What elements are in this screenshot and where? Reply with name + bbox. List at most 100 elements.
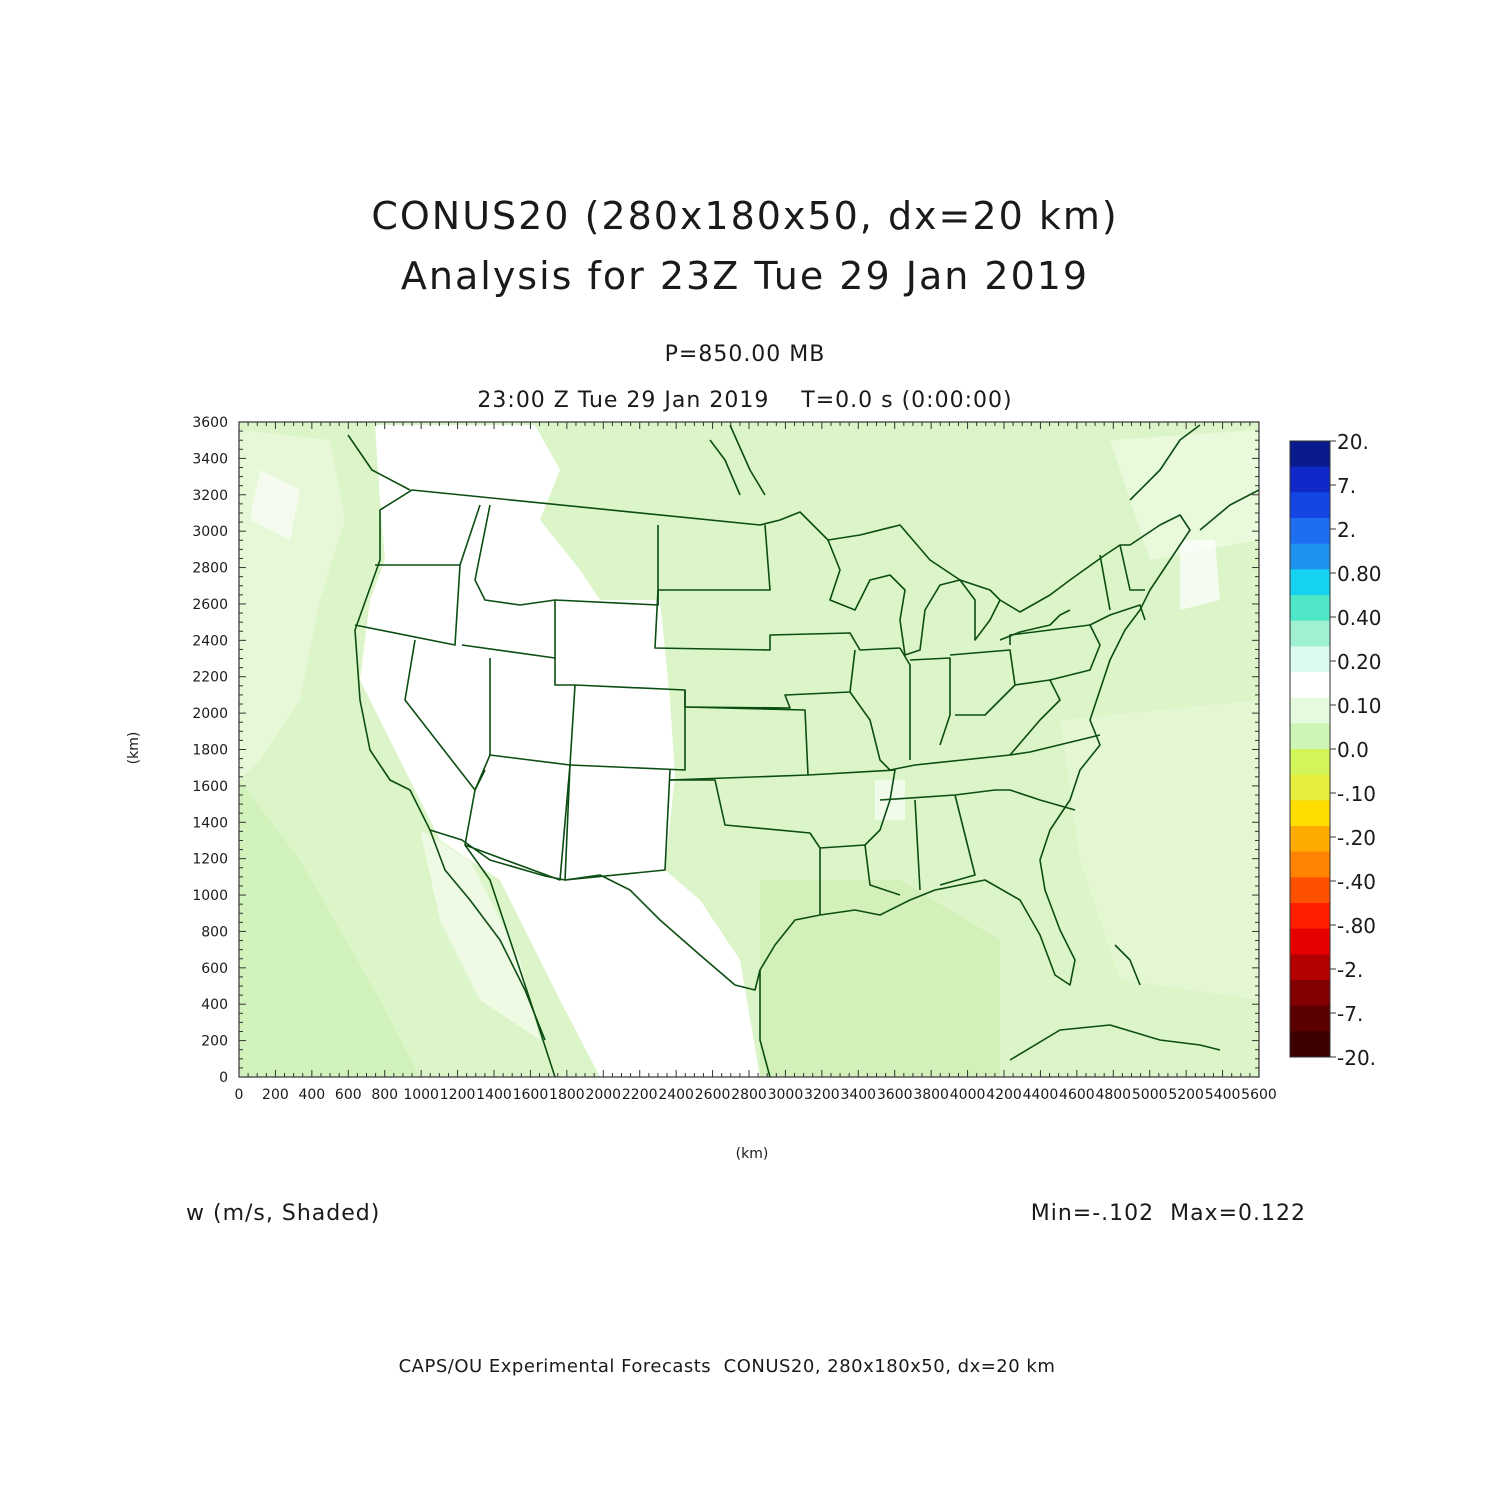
colorbar-swatch <box>1290 877 1330 904</box>
y-tick-label: 2000 <box>192 706 228 722</box>
y-tick-label: 2800 <box>192 561 228 577</box>
x-tick-label: 2400 <box>658 1087 694 1103</box>
x-tick-label: 5600 <box>1241 1087 1277 1103</box>
x-tick-label: 4200 <box>986 1087 1022 1103</box>
us-outline <box>354 489 1191 991</box>
x-tick-label: 3200 <box>804 1087 840 1103</box>
y-tick-label: 2200 <box>192 670 228 686</box>
x-tick-label: 3600 <box>877 1087 913 1103</box>
y-tick-label: 2600 <box>192 597 228 613</box>
colorbar-swatch <box>1290 774 1330 801</box>
colorbar-swatch <box>1290 672 1330 699</box>
x-tick-label: 1400 <box>476 1087 512 1103</box>
colorbar-label: -.20 <box>1337 826 1376 850</box>
x-tick-label: 600 <box>335 1087 362 1103</box>
colorbar-swatch <box>1290 543 1330 570</box>
colorbar-label: -20. <box>1337 1046 1376 1070</box>
y-tick-label: 1000 <box>192 888 228 904</box>
axis-ticks <box>238 421 1260 1078</box>
y-tick-label: 400 <box>201 997 228 1013</box>
x-axis-label: (km) <box>736 1146 769 1162</box>
y-tick-label: 1600 <box>192 779 228 795</box>
map-borders <box>347 424 1259 1077</box>
x-tick-label: 400 <box>298 1087 325 1103</box>
colorbar-label: -.80 <box>1337 914 1376 938</box>
colorbar-swatch <box>1290 800 1330 827</box>
colorbar-label: 0.20 <box>1337 650 1382 674</box>
colorbar-swatch <box>1290 749 1330 776</box>
x-tick-label: 2800 <box>731 1087 767 1103</box>
colorbar-label: -2. <box>1337 958 1363 982</box>
colorbar-swatch <box>1290 466 1330 493</box>
y-tick-label: 200 <box>201 1034 228 1050</box>
y-tick-label: 1200 <box>192 852 228 868</box>
y-tick-label: 0 <box>219 1070 228 1086</box>
y-tick-label: 1800 <box>192 743 228 759</box>
colorbar-label: 0.80 <box>1337 562 1382 586</box>
colorbar-swatch <box>1290 903 1330 930</box>
y-tick-label: 3600 <box>192 415 228 431</box>
x-tick-label: 1000 <box>403 1087 439 1103</box>
colorbar-label: -7. <box>1337 1002 1363 1026</box>
x-tick-label: 1200 <box>440 1087 476 1103</box>
colorbar-swatch <box>1290 723 1330 750</box>
colorbar-label: 0.0 <box>1337 738 1369 762</box>
x-tick-label: 2000 <box>585 1087 621 1103</box>
colorbar-label: 0.10 <box>1337 694 1382 718</box>
y-tick-label: 600 <box>201 961 228 977</box>
colorbar-label: -.10 <box>1337 782 1376 806</box>
colorbar-swatch <box>1290 851 1330 878</box>
x-axis-tick-labels: 0 200 400 600 800 1000 1200 1400 1600 1800 2000 220… <box>235 1087 1277 1103</box>
chart-title-line-2: Analysis for 23Z Tue 29 Jan 2019 <box>401 254 1089 298</box>
x-tick-label: 800 <box>371 1087 398 1103</box>
colorbar-swatch <box>1290 620 1330 647</box>
x-tick-label: 0 <box>235 1087 244 1103</box>
y-axis-tick-labels: 0 200 400 600 800 1000 1200 1400 1600 1800 2000 220… <box>192 415 228 1086</box>
x-tick-label: 4800 <box>1095 1087 1131 1103</box>
y-axis-label: (km) <box>126 732 142 765</box>
colorbar-label: 20. <box>1337 430 1369 454</box>
x-tick-label: 2200 <box>622 1087 658 1103</box>
x-tick-label: 5000 <box>1132 1087 1168 1103</box>
colorbar-swatch <box>1290 518 1330 545</box>
x-tick-label: 4400 <box>1023 1087 1059 1103</box>
colorbar-label: 0.40 <box>1337 606 1382 630</box>
colorbar-swatch <box>1290 980 1330 1007</box>
shaded-field <box>239 425 1259 1077</box>
x-tick-label: 3000 <box>768 1087 804 1103</box>
colorbar-swatch <box>1290 954 1330 981</box>
level-label: P=850.00 MB <box>665 342 826 367</box>
x-tick-label: 3400 <box>840 1087 876 1103</box>
colorbar-label: 2. <box>1337 518 1356 542</box>
colorbar-swatch <box>1290 492 1330 519</box>
x-tick-label: 200 <box>262 1087 289 1103</box>
min-max-label: Min=-.102 Max=0.122 <box>1031 1201 1306 1226</box>
y-tick-label: 2400 <box>192 633 228 649</box>
x-tick-label: 1800 <box>549 1087 585 1103</box>
colorbar-labels: 20. 7. 2. 0.80 0.40 0.20 0.10 0.0 -.10 -.20 -.40 -.… <box>1330 430 1382 1070</box>
y-tick-label: 3200 <box>192 488 228 504</box>
colorbar-swatch <box>1290 1031 1330 1058</box>
colorbar-swatch <box>1290 826 1330 853</box>
map-plot <box>238 421 1260 1078</box>
colorbar-swatch <box>1290 441 1330 468</box>
variable-label: w (m/s, Shaded) <box>186 1201 380 1226</box>
colorbar-swatch <box>1290 1005 1330 1032</box>
x-tick-label: 5200 <box>1168 1087 1204 1103</box>
colorbar-label: 7. <box>1337 474 1356 498</box>
valid-time-label: 23:00 Z Tue 29 Jan 2019 T=0.0 s (0:00:00… <box>477 388 1012 413</box>
x-tick-label: 5400 <box>1205 1087 1241 1103</box>
colorbar-swatch <box>1290 697 1330 724</box>
footer-credit: CAPS/OU Experimental Forecasts CONUS20, … <box>399 1356 1056 1377</box>
colorbar-swatch <box>1290 928 1330 955</box>
x-tick-label: 2600 <box>695 1087 731 1103</box>
chart-title: CONUS20 (280x180x50, dx=20 km) <box>371 194 1118 238</box>
y-tick-label: 1400 <box>192 815 228 831</box>
colorbar-swatch <box>1290 646 1330 673</box>
y-tick-label: 800 <box>201 924 228 940</box>
colorbar-swatch <box>1290 595 1330 622</box>
x-tick-label: 4000 <box>950 1087 986 1103</box>
x-tick-label: 3800 <box>913 1087 949 1103</box>
x-tick-label: 1600 <box>513 1087 549 1103</box>
